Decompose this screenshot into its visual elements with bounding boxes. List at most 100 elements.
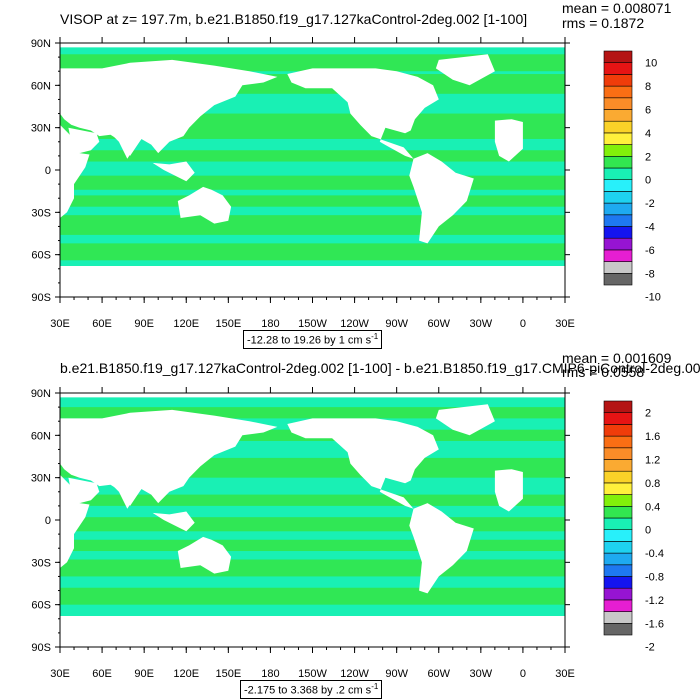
colorbar-swatch (603, 587, 633, 601)
colorbar-swatch (603, 622, 633, 636)
lat-tick-label: 90S (31, 292, 51, 304)
colorbar-label: 8 (645, 81, 651, 93)
lat-tick-label: 90S (31, 642, 51, 654)
land-mask (177, 186, 232, 224)
panel-2-mean: mean = 0.001609 (562, 350, 672, 366)
panel-2-range-box: -2.175 to 3.368 by .2 cm s-1 (240, 680, 383, 699)
ocean-band (60, 539, 565, 552)
ocean-band (60, 587, 565, 605)
colorbar-label: -4 (645, 222, 655, 234)
colorbar-label: -1.6 (645, 618, 664, 630)
lat-axis: 90N 60N 30N 0 30S 60S 90S (31, 38, 570, 304)
colorbar-swatch (603, 179, 633, 192)
colorbar-label: -8 (645, 268, 655, 280)
colorbar-label: 0.4 (645, 501, 660, 513)
lon-tick-label: 30E (50, 318, 70, 330)
colorbar-label: -2 (645, 642, 655, 654)
ocean-band (60, 517, 565, 532)
colorbar-label: 6 (645, 105, 651, 117)
land-mask (113, 136, 142, 159)
colorbar-swatch (603, 599, 633, 612)
range-unit-exp: -1 (371, 682, 379, 691)
lon-tick-label: 30W (470, 318, 493, 330)
colorbar: 2 1.6 1.2 0.8 0.4 0 -0.4 -0.8 -1.2 -1.6 -2 (603, 400, 664, 654)
map-plot (59, 42, 566, 298)
land-mask (60, 124, 90, 218)
lon-tick-label: 150W (298, 318, 327, 330)
lon-tick-label: 60W (427, 668, 450, 680)
colorbar-swatch (603, 226, 633, 239)
colorbar-swatch (603, 167, 633, 180)
colorbar-label: 0 (645, 525, 651, 537)
land-mask (60, 409, 278, 506)
lon-tick-label: 90W (385, 668, 408, 680)
lat-tick-label: 60N (31, 430, 51, 442)
land-mask (494, 119, 523, 162)
lat-tick-label: 90N (31, 388, 51, 400)
lon-axis: 30E 60E 90E 120E 150E 180 150W 120W 90W 60W 30W 0 30… (50, 37, 575, 330)
colorbar-swatch (603, 261, 633, 274)
colorbar-label: -0.4 (645, 548, 664, 560)
colorbar-swatch (603, 120, 633, 134)
panel-2-rms: rms = 0.0558 (562, 364, 645, 380)
land-mask (60, 393, 565, 398)
ocean-band (60, 150, 565, 162)
colorbar-label: 1.2 (645, 455, 660, 467)
colorbar-swatch (603, 424, 633, 437)
lat-tick-label: 60S (31, 600, 51, 612)
colorbar-label: -2 (645, 198, 655, 210)
land-mask (152, 161, 195, 182)
colorbar-swatch (603, 237, 633, 251)
ocean-band (60, 243, 565, 261)
lat-tick-label: 90N (31, 38, 51, 50)
lon-axis: 30E 60E 90E 120E 150E 180 150W 120W 90W 60W 30W 0 30… (50, 387, 575, 680)
land-mask (60, 43, 565, 48)
colorbar-swatch (603, 214, 633, 227)
colorbar-swatch (603, 272, 633, 286)
lon-tick-label: 120E (173, 318, 199, 330)
colorbar-label: 10 (645, 58, 657, 70)
land-mask (113, 486, 142, 509)
colorbar-swatch (603, 109, 633, 122)
colorbar-swatch (603, 97, 633, 110)
lat-tick-label: 30S (31, 207, 51, 219)
panel-1-title: VISOP at z= 197.7m, b.e21.B1850.f19_g17.… (60, 11, 528, 27)
ocean-band (60, 407, 565, 419)
land-mask (409, 503, 474, 594)
land-mask (60, 474, 90, 568)
lon-tick-label: 150E (215, 668, 241, 680)
ocean-band (60, 175, 565, 190)
colorbar-swatch (603, 529, 633, 542)
colorbar-label: -1.2 (645, 595, 664, 607)
lon-tick-label: 60E (92, 318, 112, 330)
lon-tick-label: 30E (50, 668, 70, 680)
panel-2: b.e21.B1850.f19_g17.127kaControl-2deg.00… (0, 350, 700, 700)
colorbar-swatch (603, 564, 633, 577)
colorbar-label: 2 (645, 408, 651, 420)
lon-tick-label: 150E (215, 318, 241, 330)
colorbar-swatch (603, 611, 633, 624)
lon-tick-label: 0 (520, 668, 526, 680)
colorbar-swatch (603, 494, 633, 507)
panel-1-rms: rms = 0.1872 (562, 15, 645, 31)
colorbar-swatch (603, 541, 633, 554)
colorbar-label: 4 (645, 128, 651, 140)
lon-tick-label: 180 (261, 318, 279, 330)
lon-tick-label: 120E (173, 668, 199, 680)
land-mask (435, 404, 495, 436)
lon-tick-label: 60E (92, 668, 112, 680)
ocean-band (60, 215, 565, 235)
lat-tick-label: 60N (31, 80, 51, 92)
lat-tick-label: 0 (45, 165, 51, 177)
lon-tick-label: 30E (555, 668, 575, 680)
colorbar-label: -6 (645, 245, 655, 257)
colorbar-swatch (603, 517, 633, 530)
lat-tick-label: 30N (31, 473, 51, 485)
land-mask (152, 511, 195, 532)
land-mask (409, 153, 474, 244)
colorbar: 10 8 6 4 2 0 -2 -4 -6 -8 -10 (603, 50, 661, 304)
panel-2-title: b.e21.B1850.f19_g17.127kaControl-2deg.00… (60, 360, 700, 376)
colorbar-label: 0 (645, 175, 651, 187)
land-mask (60, 59, 278, 156)
land-mask (287, 68, 439, 159)
